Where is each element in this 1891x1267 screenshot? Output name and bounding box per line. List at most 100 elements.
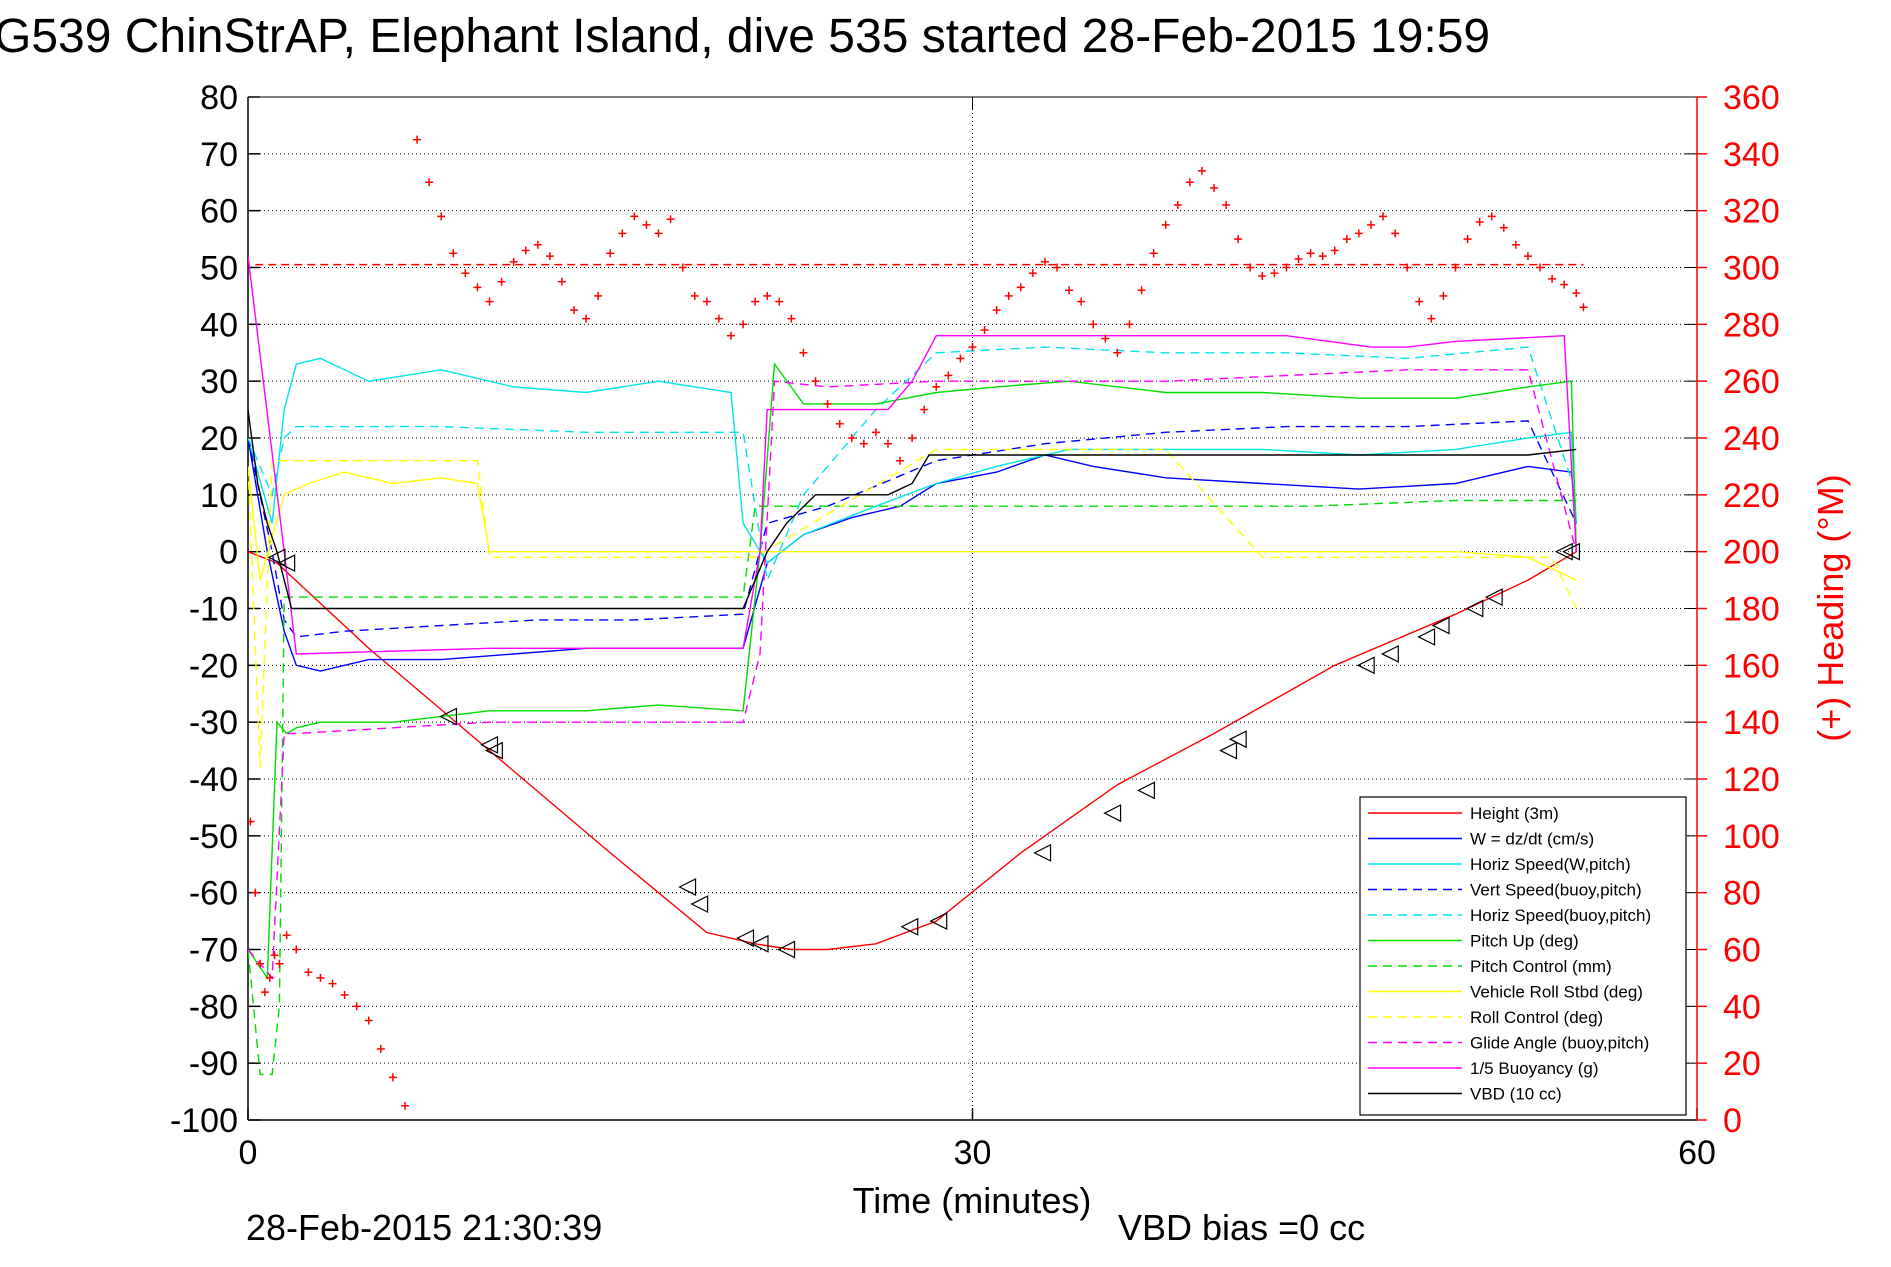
heading-marker [968, 343, 977, 352]
heading-marker [376, 1044, 385, 1053]
heading-marker [751, 297, 760, 306]
dive-marker [678, 878, 697, 896]
heading-marker [618, 229, 627, 238]
x-tick-label: 60 [1678, 1134, 1716, 1172]
series-line-9 [248, 448, 1577, 768]
heading-marker [292, 945, 301, 954]
heading-marker [251, 888, 260, 897]
footer-vbd-bias: VBD bias =0 cc [1118, 1207, 1365, 1248]
right-y-tick-label: 340 [1723, 136, 1780, 174]
dive-marker [1033, 843, 1052, 862]
heading-marker [1028, 269, 1037, 278]
heading-marker [992, 306, 1001, 315]
left-y-tick-label: 20 [200, 420, 238, 458]
heading-marker [920, 405, 929, 414]
legend-item: Pitch Up (deg) [1368, 932, 1579, 951]
heading-marker [1463, 235, 1472, 244]
dive-marker [900, 917, 919, 936]
heading-marker [630, 212, 639, 221]
heading-marker [1161, 220, 1170, 229]
heading-marker [1572, 289, 1581, 298]
legend-label: Vehicle Roll Stbd (deg) [1470, 983, 1643, 1002]
heading-marker [260, 988, 269, 997]
legend-item: Height (3m) [1368, 804, 1559, 823]
heading-marker [1451, 263, 1460, 272]
heading-marker [1560, 280, 1569, 289]
heading-marker [1149, 249, 1158, 258]
dive-marker [439, 707, 458, 726]
x-tick-label: 0 [239, 1134, 258, 1172]
x-axis-label: Time (minutes) [853, 1180, 1092, 1221]
heading-marker [787, 314, 796, 323]
dive-marker [1356, 656, 1375, 675]
heading-marker [763, 291, 772, 300]
dive-marker [736, 929, 755, 948]
series-line-2 [248, 437, 1577, 672]
legend-item: Horiz Speed(W,pitch) [1368, 855, 1631, 874]
legend-label: VBD (10 cc) [1470, 1085, 1562, 1104]
right-y-tick-label: 100 [1723, 818, 1780, 856]
series-line-11 [248, 256, 1577, 655]
left-y-tick-label: 80 [200, 79, 238, 117]
right-y-tick-label: 180 [1723, 591, 1780, 629]
heading-marker [666, 215, 675, 224]
heading-marker [1065, 286, 1074, 295]
heading-marker [1487, 212, 1496, 221]
legend-item: Glide Angle (buoy,pitch) [1368, 1034, 1649, 1053]
dive-marker [1380, 644, 1399, 663]
heading-marker [883, 439, 892, 448]
heading-marker [1342, 235, 1351, 244]
heading-marker [871, 428, 880, 437]
right-y-tick-label: 220 [1723, 477, 1780, 515]
dive-marker [1554, 542, 1573, 561]
plot-content [248, 135, 1588, 1110]
heading-marker [1379, 212, 1388, 221]
heading-marker [1125, 320, 1134, 329]
legend-item: W = dz/dt (cm/s) [1368, 830, 1594, 849]
heading-marker [1306, 249, 1315, 258]
heading-marker [316, 973, 325, 982]
right-y-tick-label: 120 [1723, 761, 1780, 799]
heading-marker [1511, 240, 1520, 249]
heading-marker [1523, 252, 1532, 261]
heading-marker [1137, 286, 1146, 295]
left-y-tick-label: 0 [219, 534, 238, 572]
heading-marker [594, 291, 603, 300]
heading-marker [256, 959, 265, 968]
heading-marker [739, 320, 748, 329]
heading-marker [690, 291, 699, 300]
heading-marker [533, 240, 542, 249]
legend-label: Roll Control (deg) [1470, 1008, 1603, 1027]
dive-marker [1137, 781, 1155, 800]
dive-marker [267, 548, 286, 567]
heading-marker [413, 135, 422, 144]
right-y-tick-label: 80 [1723, 875, 1761, 913]
heading-marker [449, 249, 458, 258]
left-y-tick-label: -80 [189, 988, 238, 1026]
legend-label: Pitch Control (mm) [1470, 957, 1612, 976]
heading-marker [835, 419, 844, 428]
heading-marker [1210, 183, 1218, 192]
footer-timestamp: 28-Feb-2015 21:30:39 [246, 1207, 602, 1248]
heading-marker [859, 439, 868, 448]
legend-box [1359, 796, 1687, 1116]
heading-marker [1391, 229, 1400, 238]
dive-marker [1103, 804, 1122, 823]
heading-marker [1403, 263, 1412, 272]
legend-item: Pitch Control (mm) [1368, 957, 1612, 976]
heading-marker [282, 931, 291, 940]
heading-marker [1113, 348, 1122, 357]
heading-marker [1330, 246, 1339, 255]
heading-marker [811, 377, 820, 386]
heading-marker [823, 399, 832, 408]
heading-marker [1053, 263, 1062, 272]
left-y-tick-label: 60 [200, 193, 238, 231]
heading-marker [775, 297, 784, 306]
series-line-1 [248, 551, 1577, 951]
left-y-tick-label: -10 [189, 591, 238, 629]
left-y-tick-label: -30 [189, 704, 238, 742]
legend-item: Horiz Speed(buoy,pitch) [1368, 906, 1651, 925]
right-y-tick-label: 40 [1723, 988, 1761, 1026]
legend-label: Horiz Speed(W,pitch) [1470, 855, 1631, 874]
